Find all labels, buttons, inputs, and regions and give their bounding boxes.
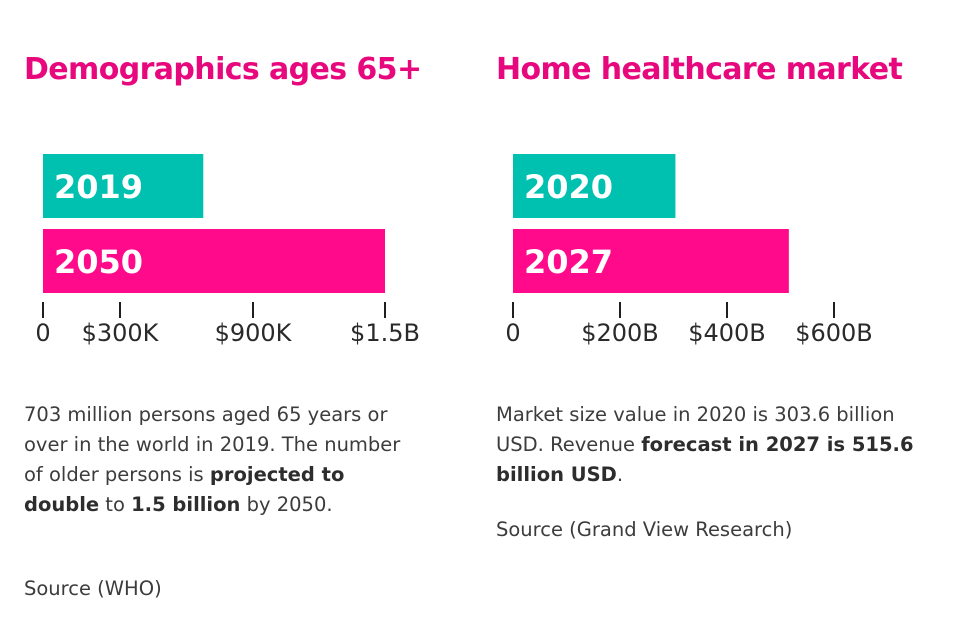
- bar-label-2027: 2027: [524, 243, 613, 281]
- demographics-source: Source (WHO): [24, 577, 162, 600]
- home-healthcare-bar-chart: 2020 2027 0 $200B $400B $600B: [505, 154, 873, 347]
- home-healthcare-panel: Home healthcare market 2020 2027 0 $200B $40…: [470, 0, 968, 636]
- bar-2027: [513, 229, 789, 293]
- home-healthcare-description: Market size value in 2020 is 303.6 billi…: [496, 403, 914, 486]
- demographics-panel: Demographics ages 65+ 2019 2050 0 $300K $900…: [0, 0, 470, 636]
- demographics-description: 703 million persons aged 65 years or ove…: [24, 403, 401, 516]
- tick-label: $600B: [795, 319, 873, 347]
- tick-label: $300K: [82, 319, 160, 347]
- home-healthcare-title: Home healthcare market: [496, 52, 903, 87]
- tick-label: $900K: [215, 319, 293, 347]
- tick-label: $400B: [688, 319, 766, 347]
- home-healthcare-source: Source (Grand View Research): [496, 518, 793, 541]
- bar-2050: [43, 229, 385, 293]
- tick-label: 0: [505, 319, 520, 347]
- tick-label: $1.5B: [350, 319, 420, 347]
- bar-label-2019: 2019: [54, 168, 143, 206]
- bar-2019: [43, 154, 204, 218]
- bar-label-2020: 2020: [524, 168, 613, 206]
- demographics-title: Demographics ages 65+: [24, 52, 422, 87]
- bar-2020: [513, 154, 676, 218]
- tick-label: $200B: [581, 319, 659, 347]
- demographics-bar-chart: 2019 2050 0 $300K $900K $1.5B: [35, 154, 420, 347]
- bar-label-2050: 2050: [54, 243, 143, 281]
- tick-label: 0: [35, 319, 50, 347]
